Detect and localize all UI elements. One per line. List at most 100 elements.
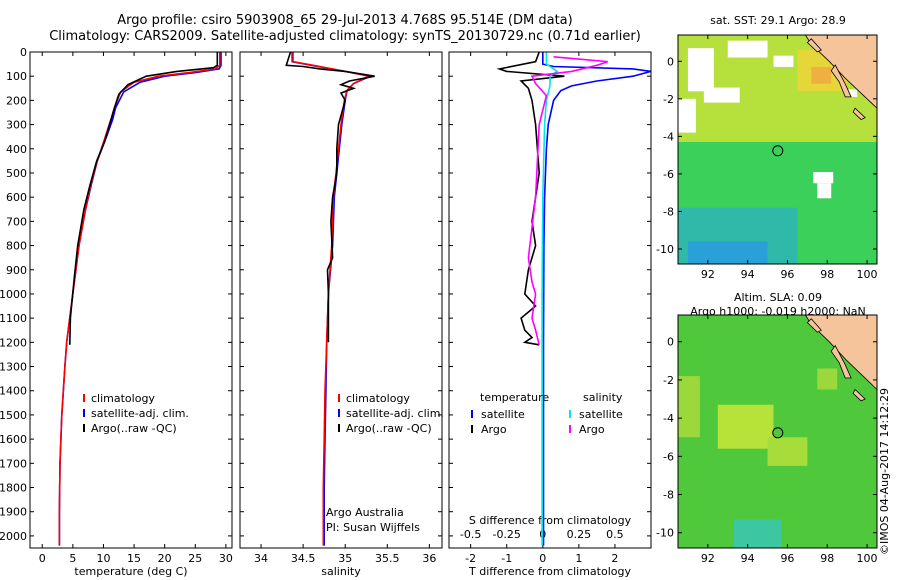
no-data-patch	[845, 89, 858, 97]
difference-series-s-satellite	[541, 52, 559, 546]
salinity-series-argo	[285, 51, 375, 343]
x-tick-label: -2	[465, 552, 476, 565]
x-tick-label: 2	[611, 552, 618, 565]
s-diff-tick-label: -0.5	[460, 528, 481, 541]
y-tick-label: 800	[6, 240, 27, 253]
x-tick-label: 10	[96, 552, 110, 565]
sst-map-title: sat. SST: 29.1 Argo: 28.9	[710, 14, 846, 27]
x-tick-label: 35.5	[375, 552, 400, 565]
x-tick-label: 5	[69, 552, 76, 565]
sst-map: 92 94 96 98 100 0 -2 -4 -6 -8 -10	[656, 34, 878, 281]
lon-tick-label: 94	[741, 552, 755, 565]
figure-title-line-1: Argo profile: csiro 5903908_65 29-Jul-20…	[117, 13, 573, 28]
difference-legend-label: Argo	[579, 423, 605, 436]
temperature-legend-label: climatology	[91, 392, 155, 405]
field-region	[811, 66, 832, 84]
legend-group-title: salinity	[583, 391, 623, 404]
x-tick-label: 35	[338, 552, 352, 565]
lon-tick-label: 94	[741, 268, 755, 281]
y-tick-label: 2000	[0, 530, 27, 543]
lon-tick-label: 92	[701, 268, 715, 281]
lat-tick-label: 0	[667, 336, 674, 349]
y-tick-label: 1400	[0, 385, 27, 398]
field-region	[767, 437, 808, 466]
x-tick-label: 30	[219, 552, 233, 565]
land-nias	[806, 38, 822, 53]
no-data-patch	[703, 87, 740, 103]
y-tick-label: 1600	[0, 433, 27, 446]
lat-tick-label: -6	[663, 168, 674, 181]
difference-series-t-argo	[496, 51, 565, 346]
x-tick-label: 34.5	[291, 552, 316, 565]
y-tick-label: 1000	[0, 288, 27, 301]
sla-map-body	[678, 315, 877, 548]
sla-map-title: Altim. SLA: 0.09	[733, 291, 823, 304]
temperature-series-climatology	[58, 52, 221, 546]
y-tick-label: 300	[6, 119, 27, 132]
x-tick-label: 20	[158, 552, 172, 565]
s-diff-tick-label: -0.25	[492, 528, 520, 541]
salinity-series-satellite	[291, 52, 374, 546]
y-tick-label: 1700	[0, 457, 27, 470]
y-tick-label: 100	[6, 70, 27, 83]
y-tick-label: 600	[6, 191, 27, 204]
salinity-xlabel: salinity	[321, 565, 361, 578]
lat-tick-label: -8	[663, 205, 674, 218]
land-siberut	[852, 388, 866, 402]
s-difference-label: S difference from climatology	[469, 514, 632, 527]
temperature-xlabel: temperature (deg C)	[74, 565, 187, 578]
legend-group-title: temperature	[480, 391, 549, 404]
salinity-legend-label: climatology	[346, 392, 410, 405]
field-region	[687, 241, 768, 264]
lon-tick-label: 96	[780, 552, 794, 565]
salinity-frame	[239, 51, 443, 549]
s-diff-tick-label: 0.25	[567, 528, 592, 541]
y-tick-label: 900	[6, 264, 27, 277]
y-tick-label: 200	[6, 94, 27, 107]
lon-tick-label: 100	[857, 552, 878, 565]
y-tick-label: 500	[6, 167, 27, 180]
sla-map: 92 94 96 98 100 0 -2 -4 -6 -8 -10	[656, 314, 878, 565]
field-region	[817, 368, 838, 390]
x-tick-label: 1	[575, 552, 582, 565]
x-tick-label: 36	[422, 552, 436, 565]
lat-tick-label: -2	[663, 93, 674, 106]
lon-tick-label: 98	[820, 552, 834, 565]
no-data-patch	[727, 40, 768, 58]
lat-tick-label: -2	[663, 374, 674, 387]
y-tick-label: 700	[6, 215, 27, 228]
x-tick-label: -1	[501, 552, 512, 565]
lat-tick-label: -4	[663, 412, 674, 425]
no-data-patch	[817, 183, 832, 199]
y-tick-label: 1300	[0, 361, 27, 374]
x-tick-label: 15	[127, 552, 141, 565]
s-diff-tick-label: 0.5	[606, 528, 624, 541]
field-region	[733, 519, 782, 548]
difference-series-s-argo	[527, 56, 608, 345]
argo-location-marker	[772, 427, 784, 439]
x-tick-label: 25	[188, 552, 202, 565]
sla-map-frame	[677, 314, 878, 549]
salinity-panel: 34 34.5 35 35.5 36 salinity climatology satelli…	[240, 51, 444, 578]
y-tick-label: 400	[6, 143, 27, 156]
difference-legend-label: Argo	[481, 423, 507, 436]
x-tick-label: 0	[539, 552, 546, 565]
lon-tick-label: 98	[820, 268, 834, 281]
x-tick-label: 34	[254, 552, 268, 565]
lon-tick-label: 92	[701, 552, 715, 565]
y-tick-label: 1900	[0, 506, 27, 519]
difference-legend-label: satellite	[481, 408, 525, 421]
salinity-legend-label: satellite-adj. clim.	[346, 407, 444, 420]
annotation-argo-australia: Argo Australia	[326, 506, 404, 519]
temperature-series-argo	[69, 52, 219, 345]
no-data-patch	[687, 48, 714, 92]
temperature-panel: 0100200300400500600700800900100011001200…	[0, 46, 233, 578]
y-tick-label: 1500	[0, 409, 27, 422]
land-nias	[806, 318, 822, 333]
lat-tick-label: -4	[663, 130, 674, 143]
land-mentawai	[830, 64, 852, 98]
y-tick-label: 1800	[0, 482, 27, 495]
difference-legend-label: satellite	[579, 408, 623, 421]
annotation-pi-name: PI: Susan Wijffels	[326, 521, 420, 534]
